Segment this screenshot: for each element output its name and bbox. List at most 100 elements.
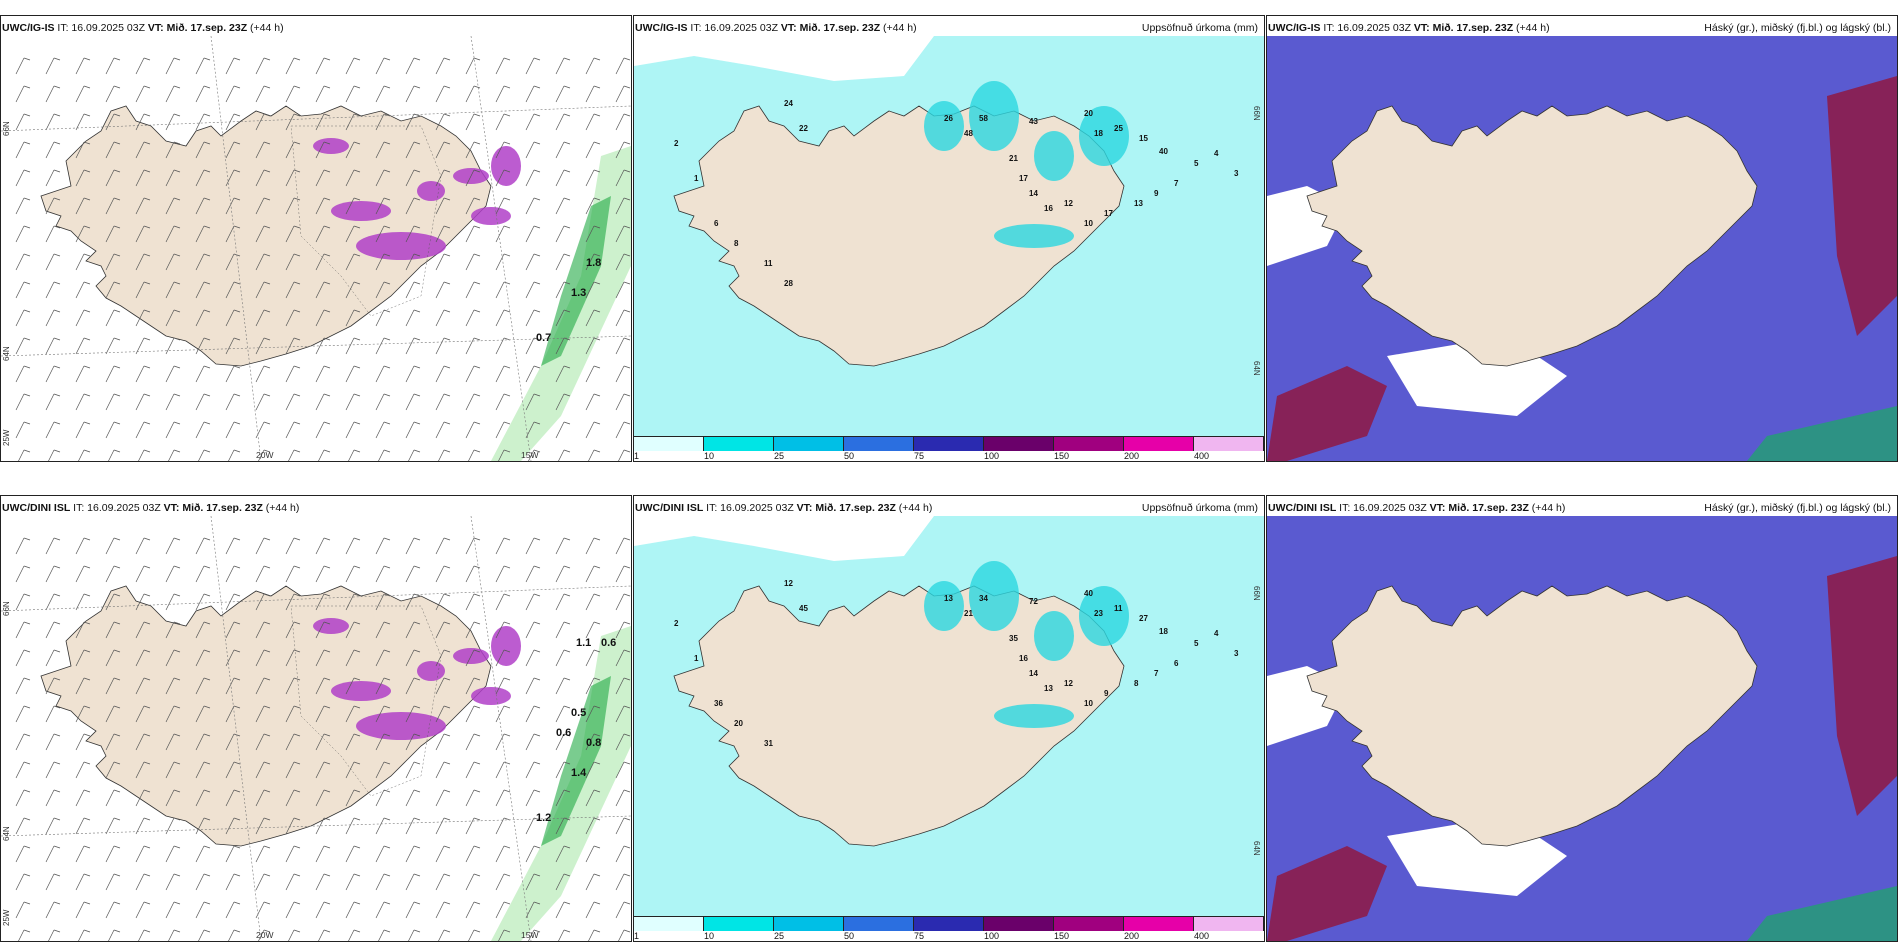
wind-barb — [165, 901, 181, 919]
wind-barb — [618, 929, 631, 941]
lon-label: 15W — [521, 930, 538, 940]
wind-barb — [525, 789, 541, 807]
precip-area — [994, 704, 1074, 728]
wind-barb — [315, 621, 331, 639]
wind-barb — [525, 901, 541, 919]
precip-value: 45 — [799, 604, 808, 613]
wind-barb — [75, 677, 91, 695]
wind-barb — [255, 57, 271, 75]
wind-barb — [465, 817, 481, 835]
wind-barb — [255, 169, 271, 187]
wind-barb — [75, 337, 91, 355]
wind-barb — [225, 621, 241, 639]
wind-barb — [585, 337, 601, 355]
wind-barb — [465, 57, 481, 75]
wind-barb — [585, 281, 601, 299]
wind-barb — [495, 565, 511, 583]
wind-barb — [585, 253, 601, 271]
wind-barb — [195, 873, 211, 891]
wind-barb — [15, 789, 31, 807]
wind-barb — [405, 761, 421, 779]
wind-barb — [345, 873, 361, 891]
wind-barb — [558, 449, 571, 461]
wind-barb — [495, 845, 511, 863]
wind-barb — [585, 169, 601, 187]
wind-barb — [15, 901, 31, 919]
wind-barb — [15, 705, 31, 723]
legend-tick: 150 — [1054, 451, 1070, 461]
wind-barb — [255, 873, 271, 891]
precip-value: 18 — [1159, 627, 1168, 636]
wind-barb — [225, 649, 241, 667]
wind-barb — [375, 845, 391, 863]
valid-time-label: VT: — [1413, 22, 1430, 34]
wind-barb — [495, 225, 511, 243]
wind-barb — [615, 85, 631, 103]
wind-barb — [225, 845, 241, 863]
wind-barb — [108, 929, 121, 941]
wind-barb — [255, 85, 271, 103]
wind-barb — [525, 733, 541, 751]
wind-barb — [108, 449, 121, 461]
wind-barb — [45, 253, 61, 271]
legend-tick: 1 — [634, 931, 640, 941]
wind-band-strong — [541, 676, 611, 846]
precip-title: Uppsöfnuð úrkoma (mm) — [1141, 22, 1258, 34]
wind-barb — [615, 113, 631, 131]
wind-barb — [285, 365, 301, 383]
wind-barb — [525, 281, 541, 299]
wind-barb — [435, 169, 451, 187]
wind-barb — [525, 593, 541, 611]
wind-barb — [615, 281, 631, 299]
wind-barb — [195, 85, 211, 103]
wind-barb — [465, 281, 481, 299]
wind-barb — [315, 901, 331, 919]
wind-barb — [315, 565, 331, 583]
wind-barb — [15, 309, 31, 327]
wind-barb — [525, 761, 541, 779]
wind-barb — [285, 113, 301, 131]
precip-value: 18 — [1094, 129, 1103, 138]
wind-barb — [435, 197, 451, 215]
init-time: IT: 16.09.2025 03Z — [1323, 22, 1411, 34]
wind-barb — [345, 761, 361, 779]
wind-barb — [15, 57, 31, 75]
wind-barb — [375, 789, 391, 807]
wind-barb — [195, 677, 211, 695]
wind-barb — [45, 621, 61, 639]
wind-barb — [45, 817, 61, 835]
wind-barb — [435, 677, 451, 695]
precip-value: 20 — [734, 719, 743, 728]
panel-wind-igis: UWC/IG-IS IT: 16.09.2025 03Z VT: Mið. 17… — [0, 15, 632, 462]
lead-time: (+44 h) — [265, 502, 300, 514]
wind-barb — [105, 393, 121, 411]
precip-area — [969, 561, 1019, 631]
wind-barb — [225, 705, 241, 723]
wind-barb — [585, 365, 601, 383]
init-time: IT: 16.09.2025 03Z — [1339, 502, 1427, 514]
precip-value: 26 — [944, 114, 953, 123]
wind-barb — [615, 705, 631, 723]
wind-barb — [405, 393, 421, 411]
model-name: UWC/IG-IS — [2, 22, 55, 34]
wind-barb — [528, 449, 541, 461]
wind-barb — [45, 649, 61, 667]
wind-barb — [135, 309, 151, 327]
graticule — [470, 36, 532, 461]
precip-value: 25 — [1114, 124, 1123, 133]
wind-barb — [495, 705, 511, 723]
wind-barb — [495, 197, 511, 215]
wind-barb — [225, 225, 241, 243]
wind-barb — [438, 449, 451, 461]
wind-barb — [15, 281, 31, 299]
wind-barb — [255, 253, 271, 271]
valid-time-label: VT: — [163, 502, 180, 514]
legend-swatch — [1194, 437, 1264, 451]
wind-barb — [495, 85, 511, 103]
wind-barb — [585, 421, 601, 439]
lat-label: 64N — [2, 826, 11, 841]
wind-barb — [558, 929, 571, 941]
wind-barb — [225, 537, 241, 555]
wind-barb — [615, 817, 631, 835]
lat-label: 66N — [1252, 106, 1261, 121]
